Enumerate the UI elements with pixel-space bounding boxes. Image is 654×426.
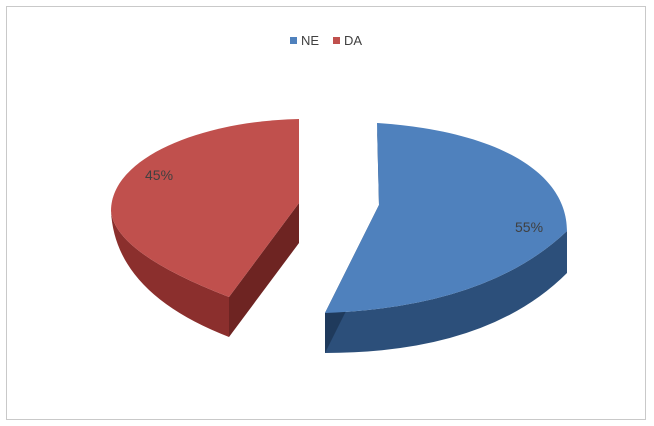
legend-item-da: DA	[333, 33, 362, 48]
pie-chart: 45% 55%	[111, 119, 567, 353]
chart-legend: NE DA	[7, 33, 645, 48]
pie-slice-ne-side	[325, 231, 567, 353]
pie-slice-da	[111, 119, 299, 337]
pie-slice-ne-top	[325, 123, 567, 313]
pie-slice-da-top	[111, 119, 299, 297]
legend-label-da: DA	[344, 33, 363, 48]
pie-slice-ne	[325, 123, 567, 353]
pie-slice-da-side	[111, 211, 229, 337]
pie-slice-da-inner-wall	[229, 203, 299, 337]
legend-label-ne: NE	[300, 33, 319, 48]
chart-area: NE DA 45% 55%	[6, 6, 646, 420]
data-label-ne: 55%	[515, 219, 543, 235]
legend-item-ne: NE	[289, 33, 319, 48]
data-label-da: 45%	[145, 167, 173, 183]
legend-swatch-da	[333, 37, 340, 44]
legend-swatch-ne	[289, 37, 297, 44]
